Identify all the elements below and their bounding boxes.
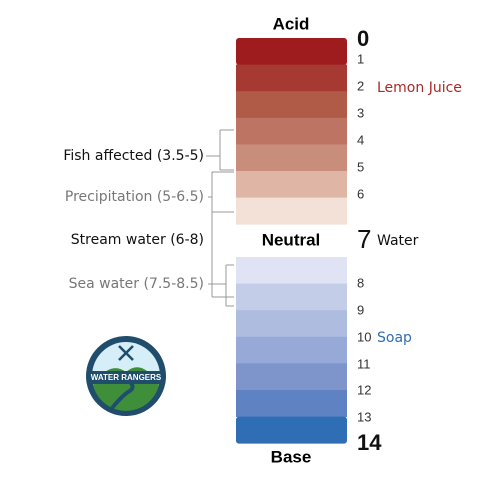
level-label: 5 [357,159,364,174]
base-block [236,257,347,284]
bracket [208,211,234,307]
level-label: 12 [357,382,371,397]
example-label: Soap [377,330,412,346]
color-blocks [236,38,347,444]
logo: WATER RANGERS [86,336,166,416]
level-label: 1 [357,51,364,66]
level-label: 2 [357,78,364,93]
bracket [208,171,234,213]
level-label: 9 [357,302,364,317]
acid-block [236,38,347,65]
base-block [236,416,347,444]
acid-block [236,91,347,119]
acid-heading: Acid [273,14,310,33]
level-label: 7 [357,224,371,254]
base-block [236,390,347,417]
level-label: 10 [357,329,371,344]
base-block [236,363,347,391]
level-label: 11 [357,356,371,371]
base-block [236,310,347,338]
acid-block [236,64,347,92]
acid-block [236,117,347,145]
range-label: Fish affected (3.5-5) [63,148,204,164]
acid-block [236,197,347,225]
level-label: 3 [357,105,364,120]
example-label: Lemon Juice [377,80,462,96]
level-label: 0 [357,26,369,51]
logo-paddles [118,345,134,361]
neutral-heading: Neutral [262,230,321,249]
brackets [206,129,234,307]
range-label: Precipitation (5-6.5) [65,189,204,205]
acid-block [236,171,347,198]
base-block [236,336,347,364]
level-label: 14 [357,430,382,455]
level-label: 4 [357,132,364,147]
base-block [236,283,347,311]
range-label: Stream water (6-8) [71,232,204,248]
level-label: 13 [357,409,371,424]
logo-banner [89,371,163,384]
level-label: 6 [357,186,364,201]
acid-block [236,144,347,172]
range-label: Sea water (7.5-8.5) [69,276,204,292]
base-heading: Base [271,447,312,466]
level-label: 8 [357,275,364,290]
example-label: Water [377,233,419,249]
logo-text: WATER RANGERS [91,373,162,382]
logo-river [110,380,135,410]
bracket [206,129,234,171]
